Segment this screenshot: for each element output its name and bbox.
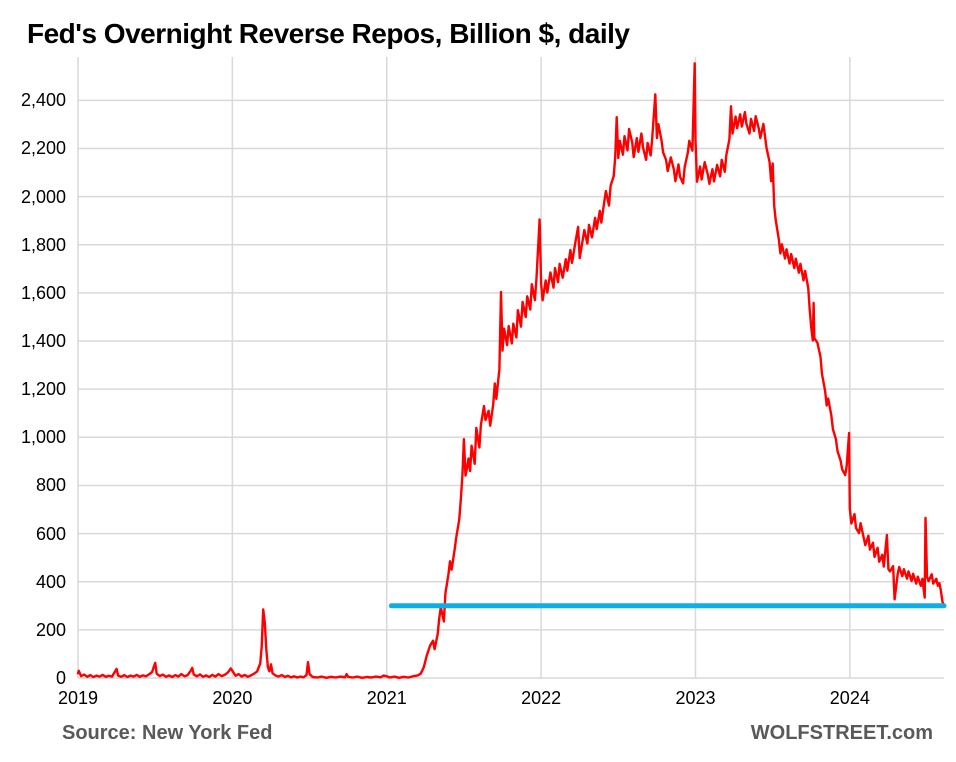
x-axis-tick-label: 2021 <box>366 688 407 708</box>
source-note: Source: New York Fed <box>62 722 273 744</box>
y-axis-tick-label: 400 <box>35 571 66 592</box>
y-axis-tick-label: 600 <box>35 523 66 544</box>
y-axis-tick-label: 1,600 <box>20 282 66 303</box>
y-axis-tick-label: 2,000 <box>20 186 66 207</box>
x-axis-tick-label: 2020 <box>212 688 253 708</box>
y-axis-tick-label: 2,200 <box>20 138 66 159</box>
chart-title: Fed's Overnight Reverse Repos, Billion $… <box>27 18 630 49</box>
y-axis-tick-label: 800 <box>35 475 66 496</box>
y-axis-tick-label: 1,200 <box>20 379 66 400</box>
wolfstreet-watermark: WOLFSTREET.com <box>750 722 933 744</box>
y-axis-tick-label: 1,000 <box>20 427 66 448</box>
y-axis-tick-label: 2,400 <box>20 90 66 111</box>
y-axis-tick-label: 0 <box>55 668 66 688</box>
y-axis-tick-label: 1,400 <box>20 331 66 352</box>
x-axis-tick-label: 2019 <box>57 688 99 708</box>
x-axis-tick-label: 2023 <box>675 688 716 708</box>
x-axis-tick-label: 2024 <box>829 688 870 708</box>
series-line-overnight-reverse-repo-balance-daily <box>76 62 946 679</box>
y-axis-tick-label: 1,800 <box>20 234 66 255</box>
y-axis-tick-label: 200 <box>35 619 66 640</box>
x-axis-tick-label: 2022 <box>521 688 562 708</box>
